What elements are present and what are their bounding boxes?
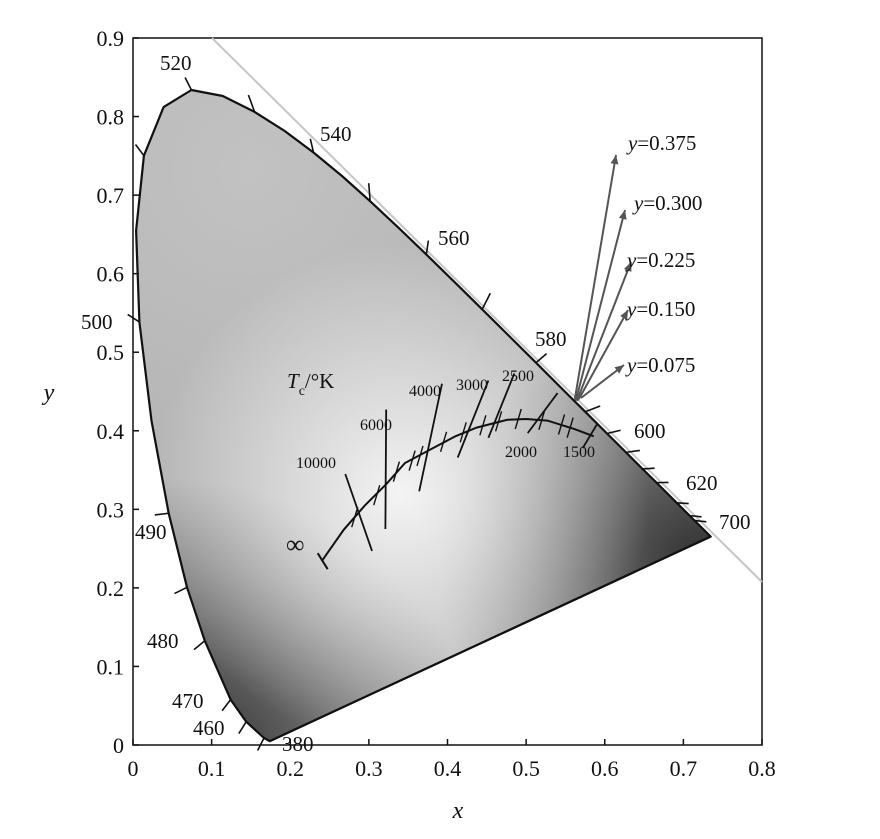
- locus-tick: [677, 503, 689, 504]
- y-tick-label: 0.6: [97, 262, 125, 287]
- wavelength-label-470: 470: [172, 689, 204, 713]
- x-tick-label: 0.3: [355, 756, 383, 781]
- y-tick-label: 0.9: [97, 26, 125, 51]
- x-tick-label: 0.8: [748, 756, 776, 781]
- y-tick-label: 0.1: [97, 654, 125, 679]
- locus-tick: [239, 722, 246, 734]
- locus-tick: [174, 587, 187, 593]
- isotherm-label-3000: 3000: [456, 377, 488, 394]
- isotherm-label-2500: 2500: [502, 368, 534, 385]
- y-tick-label: 0.5: [97, 340, 125, 365]
- wavelength-label-620: 620: [686, 471, 718, 495]
- x-tick-label: 0.1: [198, 756, 226, 781]
- y-tick-label: 0.4: [97, 419, 125, 444]
- x-tick-label: 0.5: [512, 756, 540, 781]
- wavelength-label-560: 560: [438, 226, 470, 250]
- line-label-0: y=0.375: [626, 131, 696, 155]
- x-tick-label: 0.2: [277, 756, 305, 781]
- x-tick-label: 0.4: [434, 756, 462, 781]
- wavelength-label-380: 380: [282, 732, 314, 756]
- arrow-origin: [574, 395, 580, 401]
- locus-tick: [482, 293, 490, 309]
- x-axis-title: x: [452, 798, 464, 824]
- wavelength-label-600: 600: [634, 419, 666, 443]
- arrow-head: [611, 155, 619, 165]
- y-tick-label: 0: [113, 733, 124, 758]
- isotherm-label-6000: 6000: [360, 417, 392, 434]
- infinity-symbol: ∞: [286, 530, 305, 559]
- line-label-1: y=0.300: [632, 191, 702, 215]
- locus-tick: [222, 700, 230, 711]
- locus-tick: [185, 78, 191, 90]
- isotherm-label-2000: 2000: [505, 444, 537, 461]
- x-tick-label: 0.6: [591, 756, 619, 781]
- y-tick-label: 0.2: [97, 576, 125, 601]
- locus-tick: [194, 641, 205, 650]
- arrow-line: [575, 155, 616, 398]
- isotherm-label-10000: 10000: [296, 455, 336, 472]
- locus-tick: [643, 468, 655, 469]
- locus-tick: [369, 183, 370, 201]
- wavelength-label-500: 500: [81, 310, 113, 334]
- line-label-2: y=0.225: [625, 248, 695, 272]
- wavelength-label-520: 520: [160, 51, 192, 75]
- wavelength-label-540: 540: [320, 122, 352, 146]
- y-tick-label: 0.8: [97, 105, 125, 130]
- line-label-4: y=0.075: [625, 353, 695, 377]
- locus-tick: [136, 144, 144, 155]
- y-tick-label: 0.7: [97, 183, 125, 208]
- wavelength-label-700: 700: [719, 510, 751, 534]
- isotherm-label-1500: 1500: [563, 444, 595, 461]
- wavelength-label-460: 460: [193, 716, 225, 740]
- line-label-3: y=0.150: [625, 297, 695, 321]
- isotherm-label-4000: 4000: [409, 383, 441, 400]
- locus-tick: [155, 513, 169, 515]
- wavelength-label-480: 480: [147, 629, 179, 653]
- locus-tick: [536, 354, 547, 363]
- wavelength-label-580: 580: [535, 327, 567, 351]
- y-axis-title: y: [42, 380, 55, 406]
- wavelength-label-490: 490: [135, 520, 167, 544]
- x-tick-label: 0: [128, 756, 139, 781]
- locus-tick: [258, 738, 264, 750]
- x-tick-label: 0.7: [670, 756, 698, 781]
- y-tick-label: 0.3: [97, 497, 125, 522]
